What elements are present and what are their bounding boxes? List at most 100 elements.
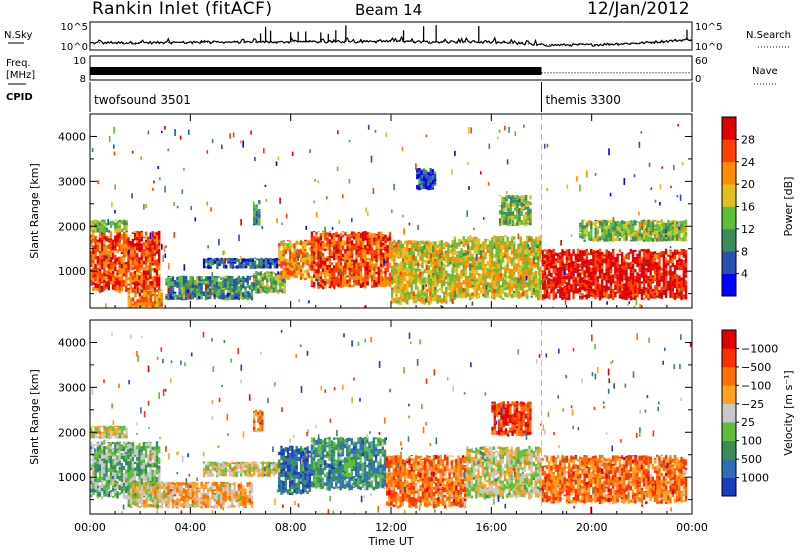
power-cell [299, 254, 303, 259]
power-cell [382, 242, 385, 246]
power-cell [528, 270, 531, 276]
power-cell [442, 247, 446, 250]
power-cell [506, 251, 509, 256]
power-cell [565, 293, 569, 298]
power-cell [493, 235, 496, 238]
power-cell [515, 252, 518, 257]
power-cell [477, 284, 481, 286]
power-scatter-cell [365, 207, 367, 213]
power-scatter-cell [669, 246, 672, 249]
power-cell [596, 233, 600, 236]
power-scatter-cell [536, 245, 539, 249]
power-cell [539, 245, 542, 251]
power-cell [116, 269, 119, 273]
power-cell [348, 243, 351, 248]
power-cell [432, 261, 435, 265]
power-cell [335, 276, 338, 282]
power-cell [627, 229, 630, 232]
power-cell [607, 267, 610, 272]
power-cell [144, 284, 148, 287]
power-cell [133, 259, 137, 262]
power-cell [488, 247, 492, 250]
power-cell [399, 266, 402, 272]
power-cell [142, 275, 146, 280]
power-cell [132, 289, 135, 293]
power-cell [565, 275, 569, 280]
power-cell [601, 268, 604, 273]
power-cell [225, 258, 228, 261]
power-cell [464, 288, 468, 293]
power-cell [506, 281, 509, 286]
power-cell [669, 268, 672, 271]
power-cell [671, 281, 674, 287]
power-cell [151, 301, 155, 304]
power-cell [412, 292, 415, 296]
velocity-cell [98, 487, 102, 492]
power-cell [94, 219, 97, 221]
power-cell [676, 289, 679, 293]
power-cell [133, 270, 137, 275]
power-cell [213, 260, 217, 264]
power-cell [315, 267, 318, 270]
power-cell [416, 266, 420, 269]
power-cell [129, 290, 133, 293]
power-cell [202, 281, 205, 285]
power-cell [321, 243, 325, 249]
velocity-cell [111, 488, 115, 492]
power-cell [191, 288, 194, 291]
power-cell [180, 276, 183, 281]
power-cell [326, 248, 329, 251]
power-cell [412, 290, 415, 293]
power-cell [258, 213, 261, 218]
power-cell [140, 232, 143, 236]
power-cell [684, 274, 688, 278]
power-cell [618, 267, 622, 271]
power-cell [96, 255, 99, 260]
power-cell [261, 273, 265, 277]
power-cell [488, 267, 492, 272]
velocity-cell [127, 461, 130, 466]
power-cell [341, 276, 345, 282]
power-cell [579, 263, 582, 268]
power-cell [395, 296, 398, 299]
velocity-cell [94, 478, 97, 483]
power-scatter-cell [391, 209, 393, 213]
power-cell [429, 278, 433, 283]
velocity-cell [125, 447, 128, 452]
power-cell [239, 284, 243, 287]
power-scatter-cell [97, 180, 99, 184]
power-cell [596, 279, 599, 282]
power-cell [299, 258, 303, 263]
velocity-cell [127, 453, 130, 455]
velocity-cell [107, 443, 110, 449]
power-cell [453, 236, 457, 240]
power-scatter-cell [337, 130, 339, 135]
power-cell [528, 277, 531, 279]
power-cell [393, 300, 396, 303]
power-cell [486, 239, 489, 241]
power-cell [330, 277, 334, 280]
velocity-cell [116, 491, 119, 494]
power-cell [154, 298, 157, 301]
power-cell [579, 249, 582, 251]
power-cell [116, 239, 119, 243]
power-cell [561, 289, 564, 295]
power-cell [455, 267, 459, 273]
power-cell [94, 254, 97, 256]
power-scatter-cell [297, 256, 299, 261]
power-cell [419, 256, 422, 261]
power-cell [408, 240, 411, 245]
power-cell [120, 280, 124, 285]
power-cell [438, 240, 441, 243]
power-cell [684, 236, 688, 240]
power-cell [350, 272, 354, 274]
power-cell [505, 217, 508, 221]
power-cell [357, 275, 360, 277]
power-cell [653, 293, 657, 295]
power-cell [133, 246, 137, 250]
power-cell [109, 267, 113, 270]
power-cell [281, 281, 284, 287]
power-cell [393, 285, 396, 288]
power-cell [140, 283, 143, 288]
power-cell [559, 283, 562, 287]
